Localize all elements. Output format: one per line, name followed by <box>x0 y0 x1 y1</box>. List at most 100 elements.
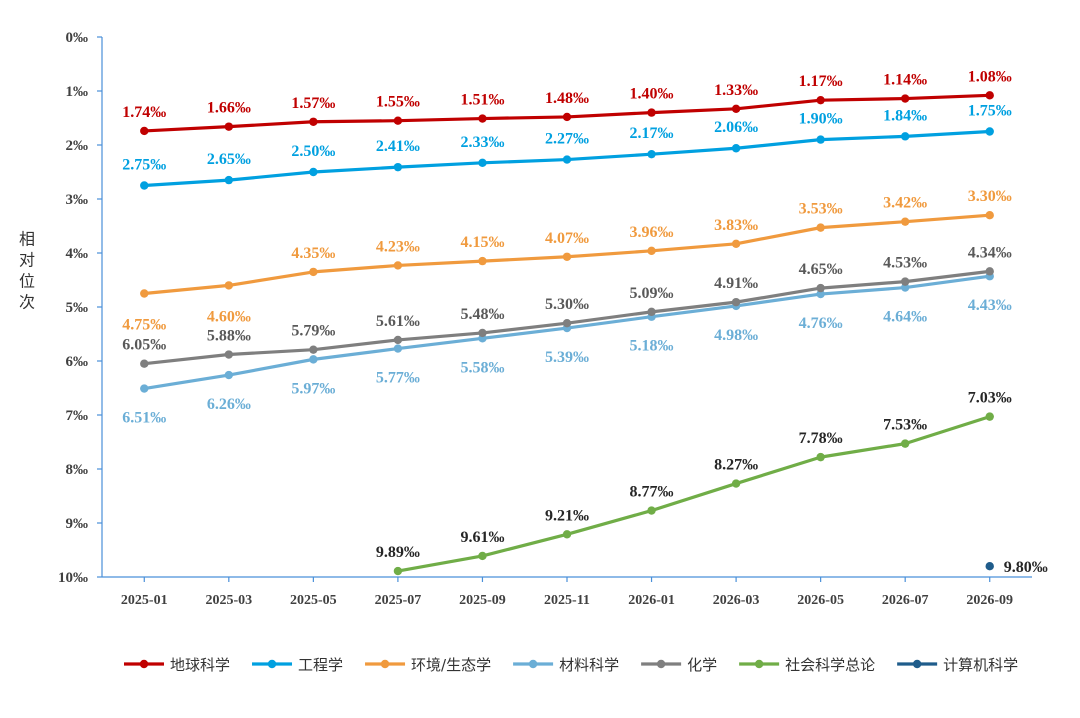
legend-swatch-marker <box>912 659 922 669</box>
data-point <box>309 345 318 354</box>
data-label: 1.84‰ <box>883 107 927 124</box>
data-label: 7.03‰ <box>968 390 1012 407</box>
data-point <box>647 506 656 515</box>
data-point <box>562 155 572 164</box>
data-point <box>816 283 825 293</box>
data-label: 2.50‰ <box>291 143 335 160</box>
legend-swatch-marker <box>139 659 149 669</box>
legend-item-0: 地球科学 <box>124 656 230 674</box>
data-label: 8.27‰ <box>714 457 758 474</box>
data-point <box>309 117 318 126</box>
data-label: 6.05‰ <box>122 337 166 354</box>
data-label: 5.18‰ <box>630 338 674 355</box>
data-label: 3.30‰ <box>968 188 1012 205</box>
x-tick-label: 2025-11 <box>544 593 590 608</box>
data-label: 4.43‰ <box>968 297 1012 314</box>
data-label: 7.53‰ <box>883 417 927 434</box>
data-label: 1.66‰ <box>207 100 251 117</box>
data-point <box>562 530 572 539</box>
data-label: 5.30‰ <box>545 296 589 313</box>
data-label: 4.65‰ <box>799 261 843 278</box>
data-point <box>140 181 149 190</box>
data-point <box>900 94 910 103</box>
series-line <box>397 415 991 573</box>
x-tick-label: 2025-01 <box>121 593 168 608</box>
y-tick-label: 3‰ <box>66 192 89 208</box>
data-label: 2.27‰ <box>545 131 589 148</box>
data-point <box>224 122 234 131</box>
data-label: 2.75‰ <box>122 157 166 174</box>
data-point <box>647 246 656 256</box>
data-point <box>816 95 825 105</box>
data-label: 3.53‰ <box>799 201 843 218</box>
data-point <box>816 289 825 299</box>
data-label: 5.61‰ <box>376 313 420 330</box>
data-point <box>309 267 318 277</box>
data-label: 1.75‰ <box>968 103 1012 120</box>
data-label: 4.35‰ <box>291 245 335 262</box>
data-label: 1.90‰ <box>799 111 843 128</box>
data-point <box>647 149 656 159</box>
data-label: 1.51‰ <box>460 92 504 109</box>
legend-label: 社会科学总论 <box>785 656 875 674</box>
data-point <box>562 252 572 261</box>
data-labels: 1.74‰ 1.66‰ 1.57‰ 1.55‰ 1.51‰ 1.48‰ 1.40‰ 1.33‰… <box>122 68 1047 576</box>
data-point <box>985 412 994 421</box>
legend-swatch-marker <box>528 659 538 669</box>
data-label: 5.09‰ <box>630 285 674 302</box>
data-point <box>985 211 994 220</box>
data-point <box>900 439 910 448</box>
legend-swatch-marker <box>656 659 666 669</box>
data-label: 6.26‰ <box>207 396 251 413</box>
data-point <box>731 104 741 114</box>
data-label: 5.97‰ <box>291 380 335 397</box>
legend-swatch-marker <box>267 659 277 669</box>
data-label: 4.75‰ <box>122 317 166 334</box>
data-point <box>140 289 149 298</box>
data-point <box>393 261 403 270</box>
legend-label: 材料科学 <box>559 656 619 674</box>
y-tick-label: 4‰ <box>66 246 89 262</box>
y-tick-label: 0‰ <box>66 30 89 46</box>
data-label: 4.76‰ <box>799 315 843 332</box>
y-tick-label: 9‰ <box>66 516 89 532</box>
data-label: 5.39‰ <box>545 349 589 366</box>
data-label: 5.79‰ <box>291 323 335 340</box>
data-point <box>393 344 403 353</box>
legend: 地球科学 工程学 环境/生态学 材料科学 化学 社会科学总论 计算机科学 <box>124 656 1018 674</box>
data-label: 4.60‰ <box>207 308 251 325</box>
data-label: 4.15‰ <box>460 234 504 251</box>
data-label: 7.78‰ <box>799 430 843 447</box>
legend-label: 地球科学 <box>170 656 230 674</box>
data-point <box>731 297 741 307</box>
data-point <box>985 91 994 100</box>
data-point <box>647 307 656 317</box>
data-label: 8.77‰ <box>630 484 674 501</box>
y-tick-label: 2‰ <box>66 138 89 154</box>
legend-swatch-marker <box>380 659 390 669</box>
data-point <box>985 562 994 571</box>
y-tick-label: 8‰ <box>66 462 89 478</box>
data-point <box>224 350 234 359</box>
data-label: 9.21‰ <box>545 507 589 524</box>
y-tick-label: 1‰ <box>66 84 89 100</box>
data-label: 2.65‰ <box>207 151 251 168</box>
data-label: 5.48‰ <box>460 306 504 323</box>
data-point <box>309 355 318 364</box>
data-label: 6.51‰ <box>122 410 166 427</box>
x-tick-label: 2025-09 <box>459 593 506 608</box>
data-label: 1.48‰ <box>545 90 589 107</box>
data-point <box>140 359 149 368</box>
data-point <box>309 167 318 177</box>
data-label: 4.23‰ <box>376 238 420 255</box>
y-tick-label: 10‰ <box>58 570 88 586</box>
data-point <box>731 479 741 488</box>
y-axis-label: 相对位次 <box>19 230 35 312</box>
legend-item-1: 工程学 <box>252 656 343 674</box>
data-point <box>647 108 656 117</box>
data-label: 1.57‰ <box>291 95 335 112</box>
data-label: 2.41‰ <box>376 138 420 155</box>
series-2 <box>140 211 994 298</box>
data-label: 1.55‰ <box>376 94 420 111</box>
